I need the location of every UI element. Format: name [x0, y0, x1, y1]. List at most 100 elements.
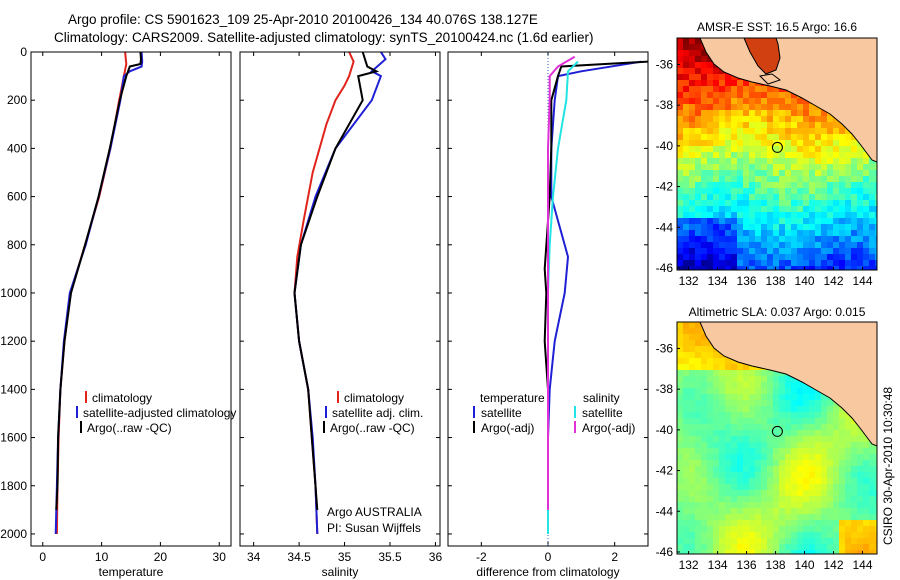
heatmap-cell	[785, 200, 791, 206]
heatmap-cell	[737, 550, 743, 554]
heatmap-cell	[827, 188, 833, 194]
heatmap-cell	[731, 508, 737, 514]
heatmap-cell	[725, 424, 731, 430]
heatmap-cell	[755, 532, 761, 538]
heatmap-cell	[767, 248, 773, 254]
heatmap-cell	[833, 460, 839, 466]
heatmap-cell	[767, 370, 773, 376]
heatmap-cell	[833, 152, 839, 158]
heatmap-cell	[761, 388, 767, 394]
heatmap-cell	[767, 200, 773, 206]
heatmap-cell	[755, 176, 761, 182]
heatmap-cell	[809, 502, 815, 508]
heatmap-cell	[761, 520, 767, 526]
heatmap-cell	[707, 484, 713, 490]
heatmap-cell	[725, 248, 731, 254]
heatmap-cell	[695, 104, 701, 110]
heatmap-cell	[713, 134, 719, 140]
heatmap-cell	[683, 442, 689, 448]
heatmap-cell	[689, 44, 695, 50]
heatmap-cell	[863, 436, 869, 442]
heatmap-cell	[731, 418, 737, 424]
heatmap-cell	[869, 550, 875, 554]
heatmap-cell	[701, 460, 707, 466]
heatmap-cell	[749, 248, 755, 254]
heatmap-cell	[827, 236, 833, 242]
heatmap-cell	[695, 86, 701, 92]
heatmap-cell	[809, 550, 815, 554]
heatmap-cell	[773, 484, 779, 490]
heatmap-cell	[713, 182, 719, 188]
heatmap-cell	[677, 242, 683, 248]
heatmap-cell	[833, 520, 839, 526]
heatmap-cell	[713, 266, 719, 270]
heatmap-cell	[695, 406, 701, 412]
heatmap-cell	[713, 532, 719, 538]
heatmap-cell	[719, 358, 725, 364]
heatmap-cell	[875, 188, 877, 194]
heatmap-cell	[743, 254, 749, 260]
heatmap-cell	[791, 188, 797, 194]
heatmap-cell	[731, 230, 737, 236]
heatmap-cell	[815, 454, 821, 460]
heatmap-cell	[695, 358, 701, 364]
heatmap-cell	[701, 80, 707, 86]
heatmap-cell	[755, 224, 761, 230]
salinity-annotation-1: Argo AUSTRALIA	[327, 505, 422, 519]
heatmap-cell	[719, 146, 725, 152]
heatmap-cell	[815, 254, 821, 260]
heatmap-cell	[719, 544, 725, 550]
heatmap-cell	[851, 206, 857, 212]
heatmap-cell	[821, 206, 827, 212]
heatmap-cell	[725, 200, 731, 206]
heatmap-cell	[791, 116, 797, 122]
heatmap-cell	[797, 206, 803, 212]
heatmap-cell	[689, 260, 695, 266]
heatmap-cell	[719, 200, 725, 206]
heatmap-cell	[815, 218, 821, 224]
heatmap-cell	[785, 412, 791, 418]
heatmap-cell	[689, 472, 695, 478]
heatmap-cell	[857, 152, 863, 158]
heatmap-cell	[821, 176, 827, 182]
heatmap-cell	[713, 104, 719, 110]
heatmap-cell	[677, 266, 683, 270]
heatmap-cell	[749, 424, 755, 430]
heatmap-cell	[785, 406, 791, 412]
heatmap-cell	[749, 544, 755, 550]
heatmap-cell	[749, 140, 755, 146]
heatmap-cell	[737, 388, 743, 394]
heatmap-cell	[767, 236, 773, 242]
heatmap-cell	[845, 496, 851, 502]
heatmap-cell	[719, 170, 725, 176]
heatmap-cell	[761, 436, 767, 442]
temperature-ticks: 0 10 20 30020040060080010001200140016001800…	[0, 45, 226, 564]
heatmap-cell	[701, 128, 707, 134]
heatmap-cell	[677, 68, 683, 74]
heatmap-cell	[779, 260, 785, 266]
y-tick-label: 600	[7, 190, 27, 204]
heatmap-cell	[749, 260, 755, 266]
heatmap-cell	[785, 514, 791, 520]
heatmap-cell	[701, 62, 707, 68]
heatmap-cell	[821, 430, 827, 436]
heatmap-cell	[833, 140, 839, 146]
heatmap-cell	[731, 164, 737, 170]
heatmap-cell	[839, 406, 845, 412]
heatmap-cell	[869, 248, 875, 254]
sst-land	[699, 38, 877, 163]
heatmap-cell	[857, 538, 863, 544]
heatmap-cell	[833, 128, 839, 134]
heatmap-cell	[683, 466, 689, 472]
heatmap-cell	[731, 224, 737, 230]
heatmap-cell	[863, 508, 869, 514]
heatmap-cell	[857, 484, 863, 490]
heatmap-cell	[677, 182, 683, 188]
legend-swatch-argo	[323, 421, 325, 433]
heatmap-cell	[695, 182, 701, 188]
heatmap-cell	[731, 248, 737, 254]
heatmap-cell	[737, 406, 743, 412]
heatmap-cell	[731, 254, 737, 260]
heatmap-cell	[797, 514, 803, 520]
heatmap-cell	[809, 164, 815, 170]
